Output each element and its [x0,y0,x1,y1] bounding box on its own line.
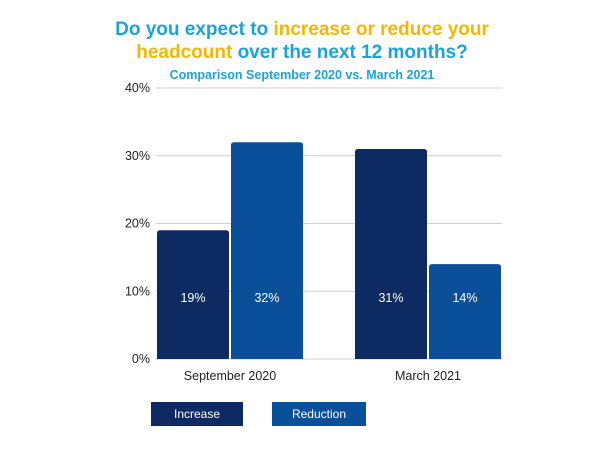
y-tick-label: 40% [125,81,150,95]
data-label: 32% [254,291,279,305]
x-category-label: September 2020 [184,369,276,383]
legend-increase: Increase [151,402,243,426]
title-text-part-1: Do you expect to [115,19,274,40]
legend-reduction: Reduction [272,402,366,426]
data-label: 19% [180,291,205,305]
chart-title-line-1: Do you expect to increase or reduce your [0,18,604,42]
x-category-label: March 2021 [395,369,461,383]
bar-increase-1 [157,230,229,359]
bar-reduction-2 [429,264,501,359]
title-text-part-2: increase or reduce your [273,19,489,40]
y-tick-label: 30% [125,149,150,163]
bar-increase-2 [355,148,427,359]
chart-title-line-2: headcount over the next 12 months? [0,41,604,65]
legend-increase-label: Increase [173,407,221,421]
data-label: 31% [378,291,403,305]
legend-reduction-label: Reduction [291,407,347,421]
title-text-part-4: over the next 12 months? [232,42,468,63]
bar-reduction-1 [231,142,303,359]
title-text-part-3: headcount [136,42,233,63]
chart-subtitle: Comparison September 2020 vs. March 2021 [169,68,435,82]
data-label: 14% [452,291,477,305]
y-tick-label: 10% [125,284,150,298]
y-tick-label: 20% [125,217,150,231]
y-tick-label: 0% [132,352,150,366]
